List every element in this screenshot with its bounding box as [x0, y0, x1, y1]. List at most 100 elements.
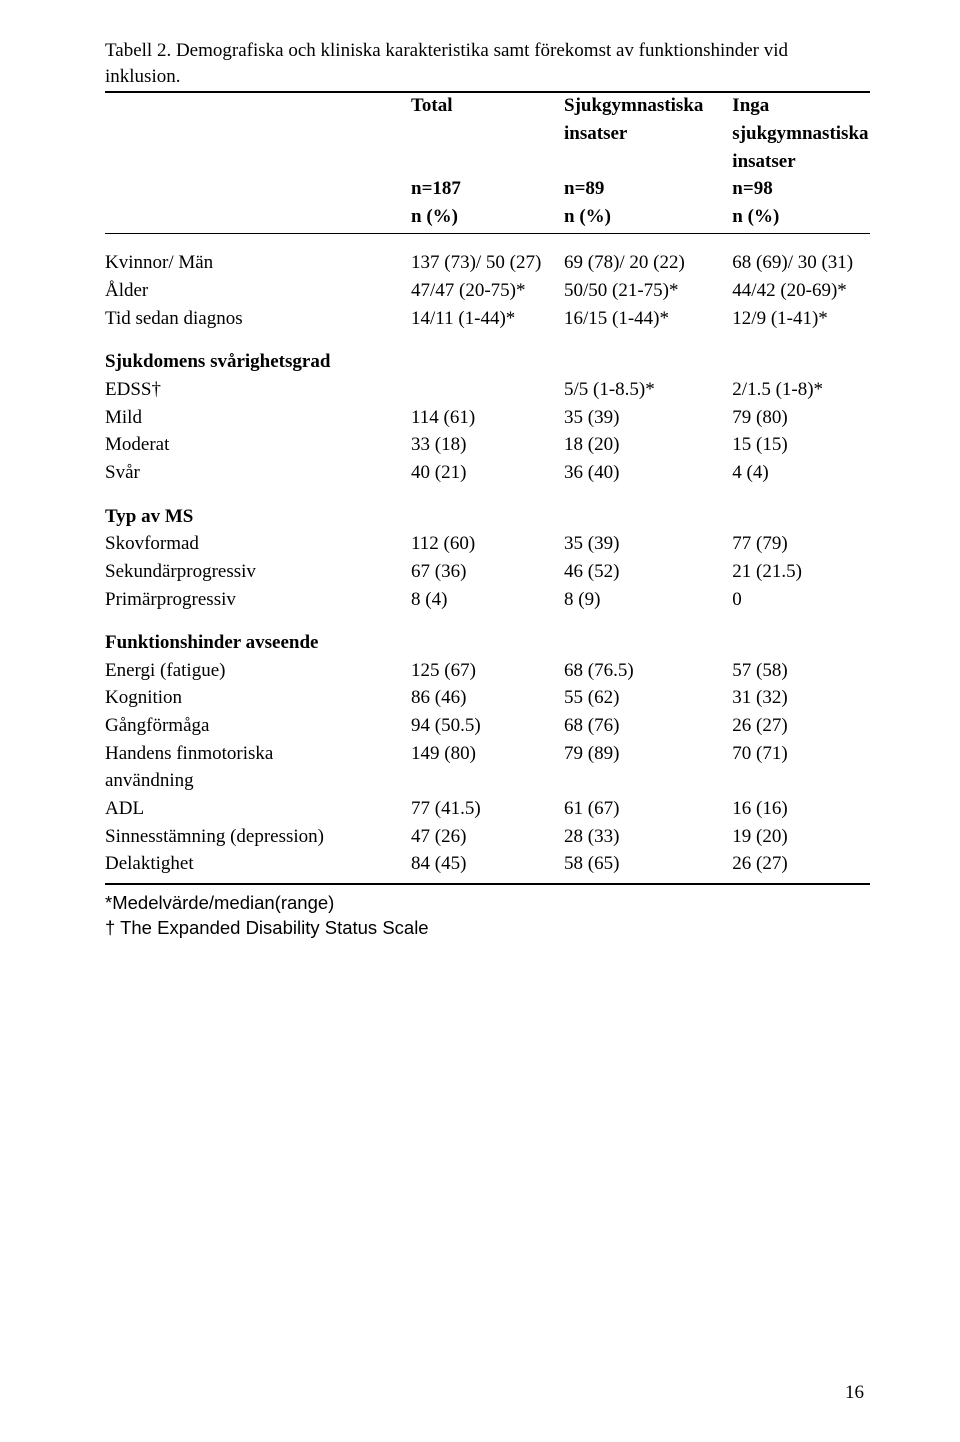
header-n1b: n (%) [411, 204, 564, 234]
cell: 18 (20) [564, 432, 732, 460]
cell: 67 (36) [411, 559, 564, 587]
table-row: Sinnesstämning (depression) 47 (26) 28 (… [105, 824, 870, 852]
row-label: Tid sedan diagnos [105, 306, 411, 334]
table-row: Moderat 33 (18) 18 (20) 15 (15) [105, 432, 870, 460]
row-label: användning [105, 768, 411, 796]
header-blank [105, 92, 411, 121]
cell: 8 (9) [564, 587, 732, 615]
cell: 31 (32) [732, 685, 870, 713]
cell: 26 (27) [732, 713, 870, 741]
table-row: Tid sedan diagnos 14/11 (1-44)* 16/15 (1… [105, 306, 870, 334]
cell: 55 (62) [564, 685, 732, 713]
cell: 16/15 (1-44)* [564, 306, 732, 334]
page: Tabell 2. Demografiska och kliniska kara… [0, 0, 960, 1442]
cell: 79 (80) [732, 405, 870, 433]
row-label: Svår [105, 460, 411, 488]
table-row: EDSS† 5/5 (1-8.5)* 2/1.5 (1-8)* [105, 377, 870, 405]
row-label: Ålder [105, 278, 411, 306]
header-col3-top: Inga [732, 92, 870, 121]
row-label: Energi (fatigue) [105, 658, 411, 686]
row-label: Kognition [105, 685, 411, 713]
cell: 50/50 (21-75)* [564, 278, 732, 306]
section-label: Funktionshinder avseende [105, 630, 411, 658]
table-row: Delaktighet 84 (45) 58 (65) 26 (27) [105, 851, 870, 884]
table-row: Gångförmåga 94 (50.5) 68 (76) 26 (27) [105, 713, 870, 741]
cell: 33 (18) [411, 432, 564, 460]
cell: 46 (52) [564, 559, 732, 587]
row-label: Primärprogressiv [105, 587, 411, 615]
header-n3a: n=98 [732, 176, 870, 204]
header-n2a: n=89 [564, 176, 732, 204]
data-table: Total Sjukgymnastiska Inga insatser sjuk… [105, 91, 870, 885]
row-label: Mild [105, 405, 411, 433]
cell: 28 (33) [564, 824, 732, 852]
table-caption: Tabell 2. Demografiska och kliniska kara… [105, 38, 870, 89]
cell: 137 (73)/ 50 (27) [411, 250, 564, 278]
cell: 149 (80) [411, 741, 564, 769]
section-label: Sjukdomens svårighetsgrad [105, 349, 411, 377]
cell: 70 (71) [732, 741, 870, 769]
cell: 44/42 (20-69)* [732, 278, 870, 306]
cell [411, 377, 564, 405]
cell: 61 (67) [564, 796, 732, 824]
table-row: användning [105, 768, 870, 796]
table-row: Skovformad 112 (60) 35 (39) 77 (79) [105, 531, 870, 559]
row-label: Moderat [105, 432, 411, 460]
cell: 36 (40) [564, 460, 732, 488]
header-col3-mid2: insatser [732, 149, 870, 177]
cell: 35 (39) [564, 405, 732, 433]
table-row: Primärprogressiv 8 (4) 8 (9) 0 [105, 587, 870, 615]
table-row: Ålder 47/47 (20-75)* 50/50 (21-75)* 44/4… [105, 278, 870, 306]
row-label: Delaktighet [105, 851, 411, 884]
title-line-1: Tabell 2. Demografiska och kliniska kara… [105, 40, 788, 61]
title-line-2: inklusion. [105, 66, 180, 87]
cell: 47 (26) [411, 824, 564, 852]
table-row: Typ av MS [105, 504, 870, 532]
table-row: Svår 40 (21) 36 (40) 4 (4) [105, 460, 870, 488]
cell: 69 (78)/ 20 (22) [564, 250, 732, 278]
cell: 68 (69)/ 30 (31) [732, 250, 870, 278]
section-label: Typ av MS [105, 504, 411, 532]
cell: 68 (76.5) [564, 658, 732, 686]
cell: 4 (4) [732, 460, 870, 488]
cell: 8 (4) [411, 587, 564, 615]
header-n1a: n=187 [411, 176, 564, 204]
cell: 86 (46) [411, 685, 564, 713]
cell: 0 [732, 587, 870, 615]
row-label: Skovformad [105, 531, 411, 559]
table-row: Energi (fatigue) 125 (67) 68 (76.5) 57 (… [105, 658, 870, 686]
row-label: Gångförmåga [105, 713, 411, 741]
cell: 35 (39) [564, 531, 732, 559]
header-n2b: n (%) [564, 204, 732, 234]
cell: 14/11 (1-44)* [411, 306, 564, 334]
cell: 94 (50.5) [411, 713, 564, 741]
header-col3-mid: sjukgymnastiska [732, 121, 870, 149]
cell: 112 (60) [411, 531, 564, 559]
row-label: Sinnesstämning (depression) [105, 824, 411, 852]
row-label: EDSS† [105, 377, 411, 405]
table-row: Handens finmotoriska 149 (80) 79 (89) 70… [105, 741, 870, 769]
cell: 2/1.5 (1-8)* [732, 377, 870, 405]
cell: 47/47 (20-75)* [411, 278, 564, 306]
cell: 58 (65) [564, 851, 732, 884]
cell: 57 (58) [732, 658, 870, 686]
header-col1-top: Total [411, 92, 564, 121]
cell: 68 (76) [564, 713, 732, 741]
table-row: Sjukdomens svårighetsgrad [105, 349, 870, 377]
table-row: Sekundärprogressiv 67 (36) 46 (52) 21 (2… [105, 559, 870, 587]
table-row: Funktionshinder avseende [105, 630, 870, 658]
header-n3b: n (%) [732, 204, 870, 234]
row-label: ADL [105, 796, 411, 824]
cell: 12/9 (1-41)* [732, 306, 870, 334]
cell: 125 (67) [411, 658, 564, 686]
header-col2-top: Sjukgymnastiska [564, 92, 732, 121]
cell: 19 (20) [732, 824, 870, 852]
cell: 114 (61) [411, 405, 564, 433]
footnotes: *Medelvärde/median(range) † The Expanded… [105, 891, 870, 941]
cell: 26 (27) [732, 851, 870, 884]
cell: 15 (15) [732, 432, 870, 460]
footnote-2: † The Expanded Disability Status Scale [105, 916, 870, 941]
row-label: Sekundärprogressiv [105, 559, 411, 587]
cell: 40 (21) [411, 460, 564, 488]
table-row: ADL 77 (41.5) 61 (67) 16 (16) [105, 796, 870, 824]
